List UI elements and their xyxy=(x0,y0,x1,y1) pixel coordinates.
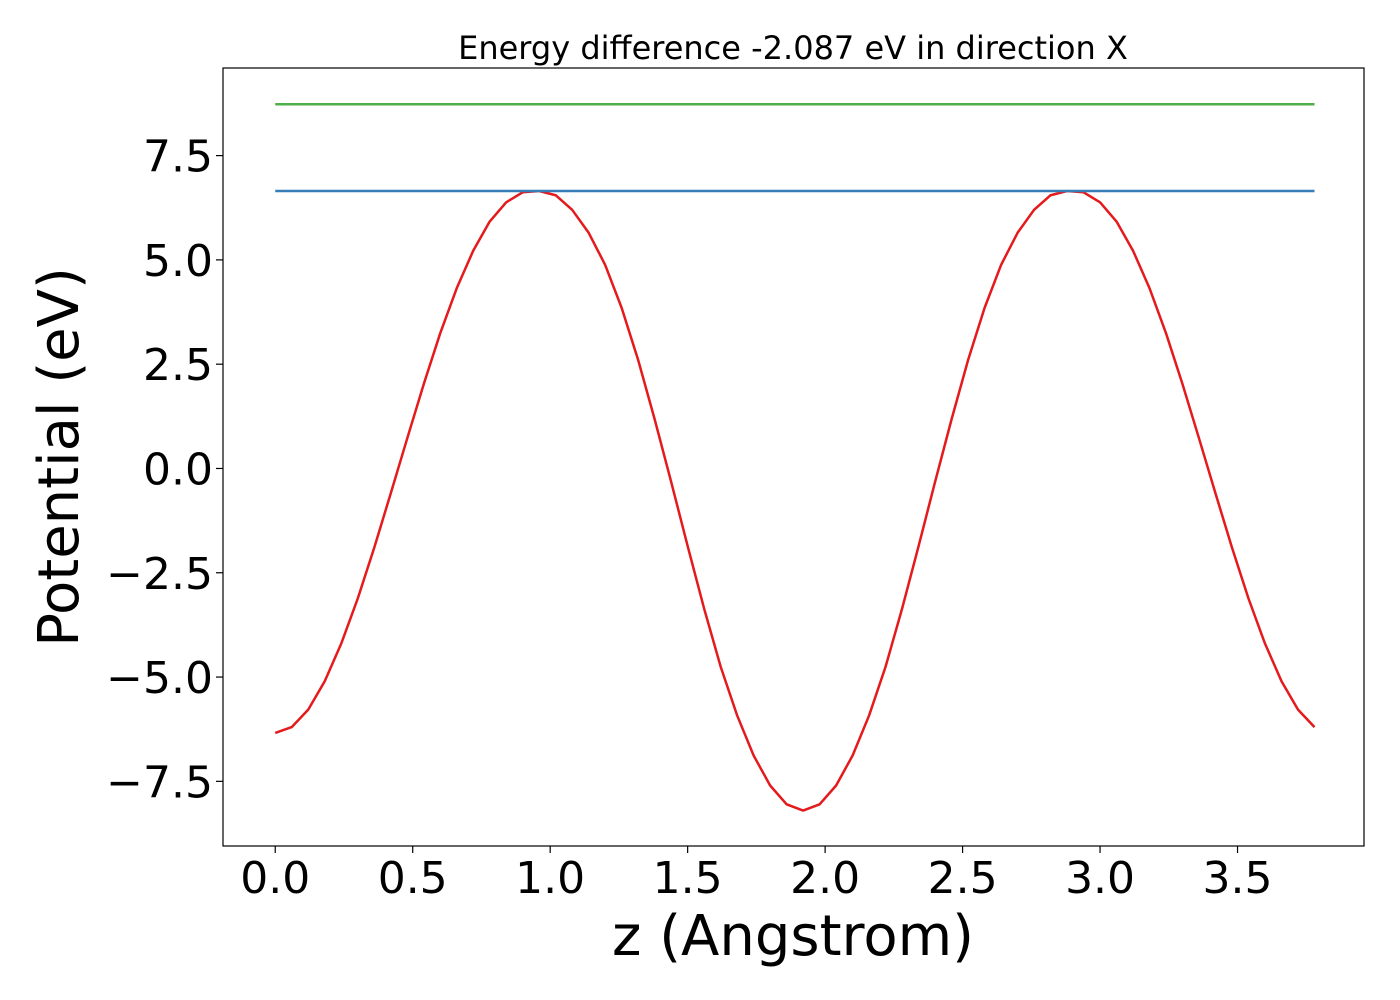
x-axis-label: z (Angstrom) xyxy=(612,904,974,969)
y-tick-label: 2.5 xyxy=(143,340,213,391)
y-axis: −7.5 −5.0 −2.5 0.0 2.5 5.0 7.5 xyxy=(106,132,223,808)
x-axis: 0.0 0.5 1.0 1.5 2.0 2.5 3.0 3.5 xyxy=(240,846,1273,904)
series-layer xyxy=(274,103,1316,812)
x-tick-label: 0.0 xyxy=(240,853,310,904)
y-tick-label: 5.0 xyxy=(143,236,213,287)
x-tick-label: 2.0 xyxy=(790,853,860,904)
x-tick-label: 1.0 xyxy=(515,853,585,904)
x-tick-label: 2.5 xyxy=(928,853,998,904)
y-tick-label: 7.5 xyxy=(143,132,213,183)
y-tick-label: 0.0 xyxy=(143,444,213,495)
x-tick-label: 1.5 xyxy=(653,853,723,904)
y-tick-label: −2.5 xyxy=(106,549,213,600)
x-tick-label: 0.5 xyxy=(378,853,448,904)
y-tick-label: −5.0 xyxy=(106,653,213,704)
y-axis-label: Potential (eV) xyxy=(27,267,92,647)
y-tick-label: −7.5 xyxy=(106,757,213,808)
chart-title: Energy difference -2.087 eV in direction… xyxy=(458,29,1128,67)
x-tick-label: 3.5 xyxy=(1203,853,1273,904)
plot-frame xyxy=(222,67,1365,847)
x-tick-label: 3.0 xyxy=(1065,853,1135,904)
series-line-0 xyxy=(274,189,1316,812)
